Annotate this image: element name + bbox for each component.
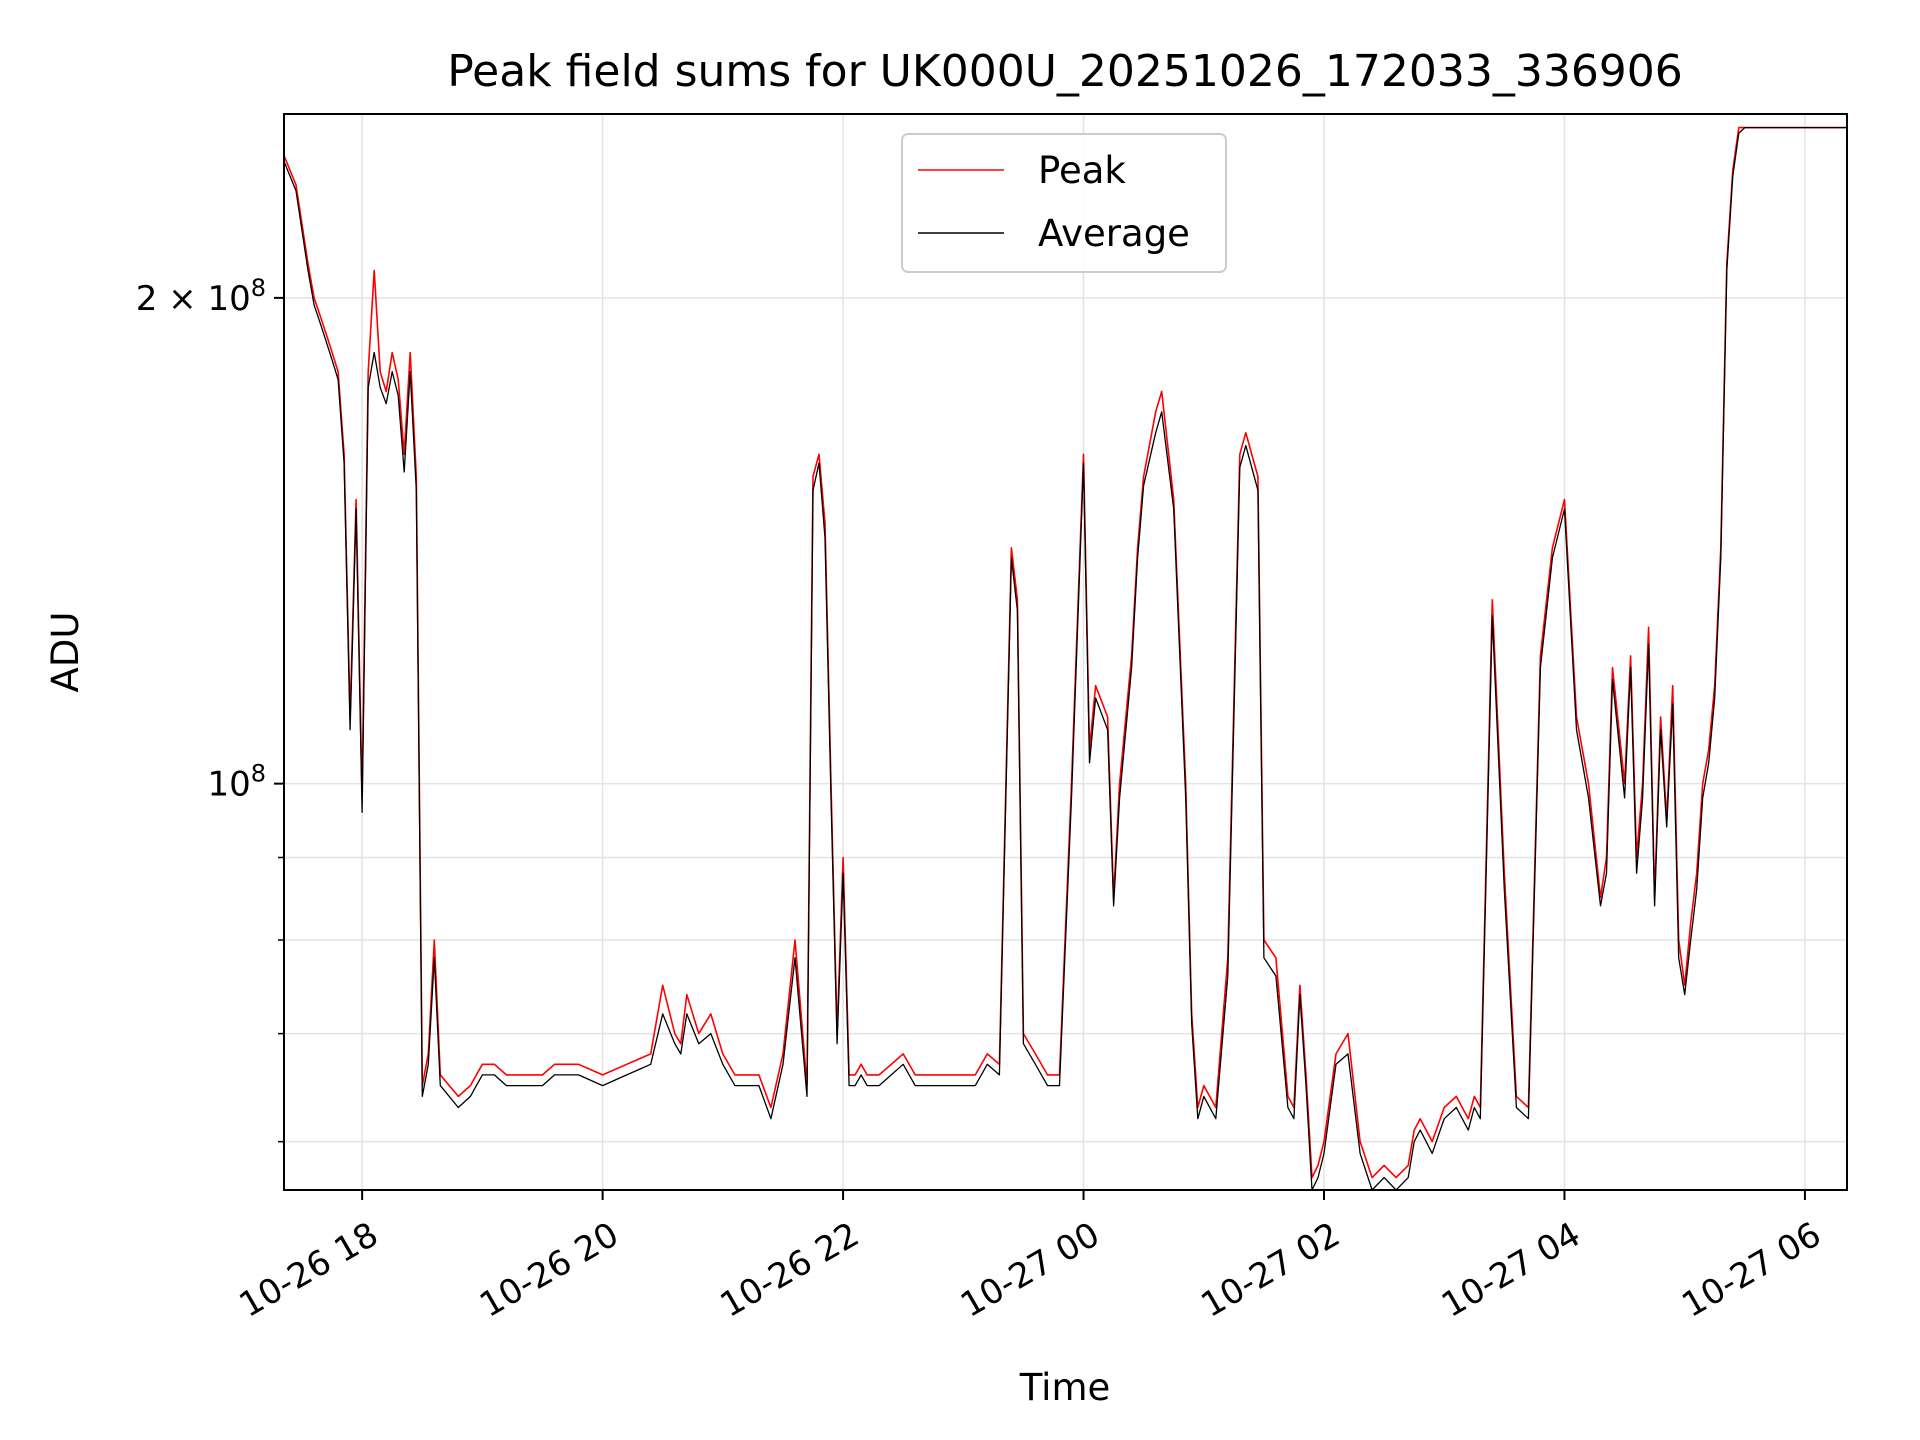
legend: Peak Average <box>901 133 1227 273</box>
y-tick-label-exponent: 8 <box>251 274 266 302</box>
x-tick-label: 10-27 00 <box>954 1215 1106 1326</box>
y-tick-label: 108 <box>207 760 266 805</box>
series-layer <box>283 126 1847 1191</box>
y-tick-label-base: 10 <box>207 765 250 805</box>
x-tick-label: 10-27 06 <box>1675 1215 1827 1326</box>
x-tick-label: 10-27 02 <box>1195 1215 1347 1326</box>
x-axis: 10-26 18 10-26 20 10-26 22 10-27 00 10-27 02… <box>233 1190 1828 1326</box>
x-axis-label: Time <box>1019 1366 1111 1409</box>
x-tick-label: 10-26 18 <box>233 1215 385 1326</box>
legend-label-peak: Peak <box>1038 149 1126 192</box>
legend-box <box>901 133 1227 273</box>
y-tick-label: 2 × 108 <box>136 274 266 319</box>
x-tick-label: 10-27 04 <box>1435 1215 1587 1326</box>
plot-frame <box>283 113 1848 1191</box>
y-axis-label: ADU <box>44 612 87 693</box>
series-line-peak <box>283 126 1847 1179</box>
grid-lines <box>284 114 1847 1190</box>
series-line-average <box>283 126 1847 1191</box>
x-tick-label: 10-26 22 <box>714 1215 866 1326</box>
y-tick-label-exponent: 8 <box>251 760 266 788</box>
legend-label-average: Average <box>1038 212 1190 255</box>
y-tick-label-base: 2 × 10 <box>136 279 251 319</box>
x-tick-label: 10-26 20 <box>473 1215 625 1326</box>
chart-title: Peak field sums for UK000U_20251026_1720… <box>447 46 1683 97</box>
